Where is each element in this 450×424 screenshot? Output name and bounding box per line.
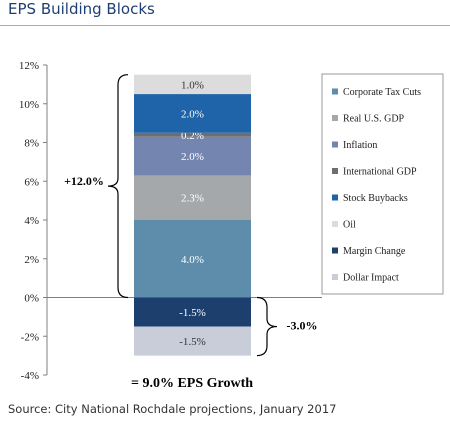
legend-label-inflation: Inflation <box>343 140 377 151</box>
bar-segment-corporate-tax-cuts <box>134 220 251 298</box>
y-tick-label: 10% <box>19 99 39 111</box>
data-label-dollar-impact: -1.5% <box>179 336 206 348</box>
y-tick-label: 12% <box>19 60 39 72</box>
legend-label-oil: Oil <box>343 220 356 231</box>
legend-label-corporate-tax-cuts: Corporate Tax Cuts <box>343 87 421 98</box>
legend: Corporate Tax Cuts Real U.S. GDP Inflation… <box>321 73 444 295</box>
data-label-real-u-s-gdp: 2.3% <box>181 193 204 205</box>
bar-segment-oil <box>134 74 251 95</box>
bar-segment-margin-change <box>134 297 251 327</box>
legend-swatch-international-gdp <box>332 168 338 174</box>
data-label-inflation: 2.0% <box>181 151 204 163</box>
legend-swatch-dollar-impact <box>332 274 338 280</box>
negative-total-label: -3.0% <box>287 319 318 333</box>
legend-label-margin-change: Margin Change <box>343 246 406 257</box>
eps-stacked-bar-chart: -4%-2%0%2%4%6%8%10%12% 4.0%2.3%2.0%0.2%2… <box>19 60 444 391</box>
data-label-oil: 1.0% <box>181 79 204 91</box>
legend-label-dollar-impact: Dollar Impact <box>343 273 399 284</box>
legend-swatch-inflation <box>332 141 338 148</box>
page-title: EPS Building Blocks <box>8 0 155 18</box>
bar-segment-real-u-s-gdp <box>134 175 251 220</box>
y-axis: -4% -2% 0% 2% 4% 6% 8% 10% 12% <box>19 60 322 382</box>
legend-label-real-u-s-gdp: Real U.S. GDP <box>343 114 405 125</box>
legend-label-stock-buybacks: Stock Buybacks <box>343 193 408 204</box>
data-label-stock-buybacks: 2.0% <box>181 108 204 120</box>
y-tick-label: 6% <box>24 176 39 188</box>
legend-swatch-stock-buybacks <box>332 194 338 201</box>
y-tick-label: 0% <box>24 293 39 305</box>
y-tick-label: 4% <box>24 215 39 227</box>
bar-segment-international-gdp <box>134 132 251 137</box>
data-label-margin-change: -1.5% <box>179 307 206 319</box>
title-divider <box>0 25 450 26</box>
positive-total-label: +12.0% <box>64 174 104 188</box>
y-tick-label: 8% <box>24 138 39 150</box>
bar-stack: 4.0%2.3%2.0%0.2%2.0%1.0%-1.5%-1.5% <box>134 74 251 356</box>
braces: +12.0% -3.0% = 9.0% EPS Growth <box>64 74 318 391</box>
bar-segment-stock-buybacks <box>134 94 251 133</box>
legend-swatch-real-u-s-gdp <box>332 115 338 121</box>
legend-swatch-corporate-tax-cuts <box>332 88 338 95</box>
y-tick-label: 2% <box>24 254 39 266</box>
net-growth-label: = 9.0% EPS Growth <box>131 376 253 391</box>
y-tick-label: -2% <box>21 331 39 343</box>
positive-brace <box>107 74 129 299</box>
legend-box <box>321 73 444 295</box>
source-note: Source: City National Rochdale projectio… <box>8 402 337 416</box>
legend-label-international-gdp: International GDP <box>343 167 417 178</box>
y-tick-label: -4% <box>21 370 39 382</box>
negative-brace <box>256 296 278 357</box>
bar-segment-dollar-impact <box>134 326 251 356</box>
legend-swatch-margin-change <box>332 247 338 254</box>
data-label-corporate-tax-cuts: 4.0% <box>181 254 204 266</box>
bar-segment-inflation <box>134 136 251 176</box>
legend-swatch-oil <box>332 221 338 227</box>
